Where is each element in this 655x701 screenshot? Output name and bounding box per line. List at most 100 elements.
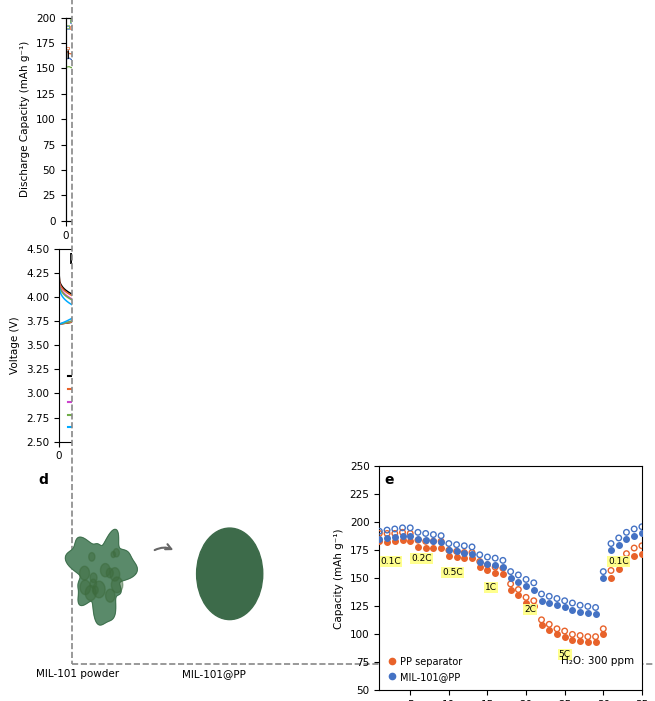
Point bbox=[301, 14, 311, 25]
Point bbox=[594, 18, 605, 29]
Point bbox=[388, 18, 399, 29]
Point bbox=[490, 559, 500, 571]
Point bbox=[194, 13, 204, 24]
Text: 0.1C: 0.1C bbox=[381, 557, 402, 566]
Point bbox=[606, 565, 616, 576]
Point bbox=[267, 15, 278, 27]
Point bbox=[482, 565, 493, 576]
Point bbox=[337, 15, 348, 26]
Point bbox=[487, 15, 498, 26]
Point bbox=[374, 536, 384, 547]
Point bbox=[579, 16, 590, 27]
Point bbox=[557, 17, 568, 28]
Point bbox=[407, 15, 417, 27]
Point bbox=[398, 530, 408, 541]
Point bbox=[139, 16, 149, 27]
Point bbox=[212, 14, 223, 25]
Point bbox=[264, 18, 274, 29]
Point bbox=[400, 15, 410, 26]
Point bbox=[458, 18, 469, 29]
Point bbox=[257, 14, 267, 25]
Point bbox=[293, 14, 304, 25]
Point bbox=[513, 569, 523, 580]
Point bbox=[352, 15, 362, 27]
Point bbox=[385, 15, 396, 27]
Point bbox=[428, 529, 439, 540]
Point bbox=[510, 13, 520, 25]
Point bbox=[550, 14, 561, 25]
Point bbox=[491, 17, 502, 28]
Point bbox=[308, 16, 318, 27]
Point bbox=[275, 17, 286, 28]
Point bbox=[216, 18, 227, 29]
Point bbox=[359, 15, 369, 26]
Point bbox=[469, 18, 479, 29]
Point bbox=[436, 14, 447, 25]
Point bbox=[172, 18, 183, 29]
Point bbox=[304, 18, 314, 29]
Point bbox=[333, 13, 344, 25]
Point bbox=[598, 629, 608, 640]
Point bbox=[414, 19, 424, 30]
Point bbox=[467, 547, 477, 558]
Point bbox=[487, 16, 498, 27]
Text: 2C: 2C bbox=[524, 605, 536, 614]
Point bbox=[542, 15, 553, 27]
Point bbox=[385, 16, 396, 27]
Point bbox=[220, 13, 231, 25]
Point bbox=[172, 14, 183, 25]
Point bbox=[88, 15, 98, 27]
Point bbox=[561, 14, 571, 25]
Point bbox=[436, 18, 447, 29]
Point bbox=[157, 13, 168, 25]
Point bbox=[390, 528, 400, 539]
Point bbox=[99, 19, 109, 30]
Point bbox=[605, 17, 616, 28]
Point bbox=[506, 578, 516, 590]
Point bbox=[429, 18, 440, 29]
Point bbox=[124, 16, 135, 27]
Point bbox=[352, 18, 362, 29]
Point bbox=[290, 15, 300, 26]
Point bbox=[405, 522, 415, 533]
Point bbox=[69, 16, 80, 27]
Point bbox=[477, 14, 487, 25]
Point bbox=[297, 15, 307, 27]
Point bbox=[400, 18, 410, 29]
Point bbox=[88, 18, 98, 29]
Point bbox=[326, 15, 337, 26]
Point bbox=[132, 15, 142, 26]
Point bbox=[382, 524, 392, 536]
Point bbox=[62, 22, 73, 33]
Point bbox=[348, 15, 359, 27]
Point bbox=[407, 16, 417, 27]
Point bbox=[565, 15, 575, 26]
Point bbox=[154, 15, 164, 26]
Point bbox=[322, 13, 333, 25]
Point bbox=[359, 15, 369, 27]
Point bbox=[257, 16, 267, 27]
Point bbox=[341, 18, 351, 29]
Point bbox=[165, 16, 176, 27]
Point bbox=[84, 14, 94, 25]
Point bbox=[161, 14, 172, 25]
Point bbox=[403, 15, 414, 27]
Point bbox=[559, 602, 570, 613]
Point bbox=[367, 17, 377, 28]
Point bbox=[121, 15, 131, 26]
Point bbox=[246, 16, 256, 27]
Point bbox=[546, 16, 557, 27]
Point bbox=[176, 17, 186, 28]
Point bbox=[143, 15, 153, 26]
Point bbox=[99, 15, 109, 26]
Point bbox=[561, 16, 571, 27]
Point bbox=[370, 17, 381, 28]
Point bbox=[370, 15, 381, 26]
Point bbox=[333, 17, 344, 28]
Point bbox=[242, 14, 252, 25]
Text: MIL-101 powder: MIL-101 powder bbox=[36, 669, 119, 679]
Point bbox=[559, 625, 570, 637]
Point bbox=[418, 14, 428, 25]
Point bbox=[161, 16, 172, 27]
Point bbox=[297, 14, 307, 25]
